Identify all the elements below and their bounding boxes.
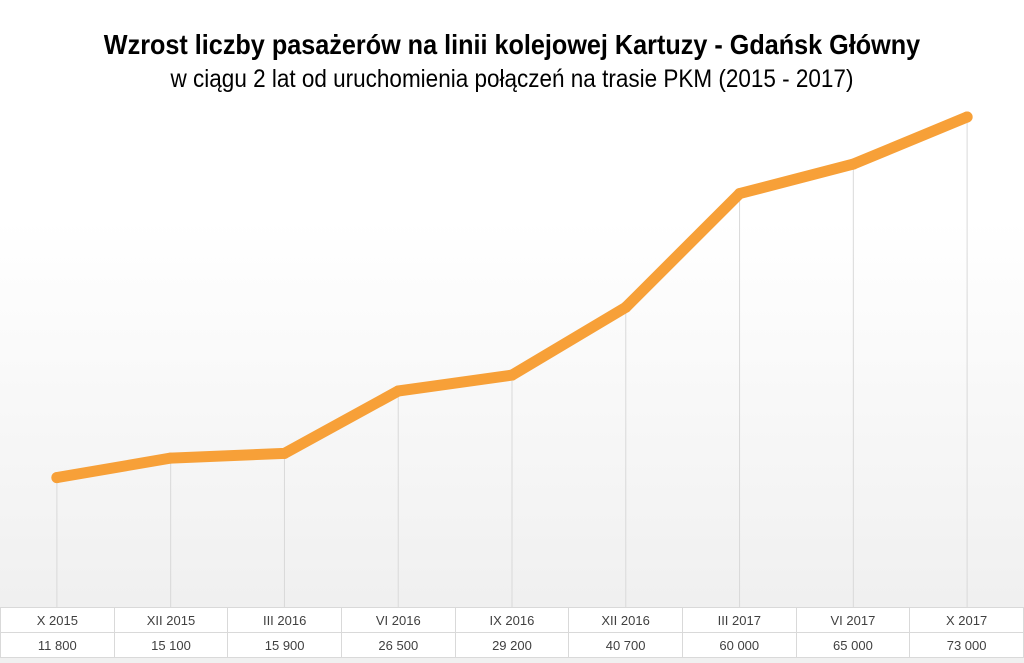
data-point-3 [278, 447, 290, 459]
value-label: 15 100 [113, 632, 229, 658]
data-point-2 [165, 452, 177, 464]
value-label: 26 500 [340, 632, 456, 658]
data-point-4 [392, 385, 404, 397]
data-point-1 [51, 472, 63, 484]
series-layer [51, 111, 973, 484]
gridlines [56, 117, 968, 607]
data-point-8 [847, 158, 859, 170]
value-label: 60 000 [681, 632, 797, 658]
category-label: IX 2016 [454, 607, 570, 633]
value-label: 73 000 [909, 632, 1024, 658]
category-label: VI 2017 [795, 607, 911, 633]
chart-title-block: Wzrost liczby pasażerów na linii kolejow… [0, 28, 1024, 94]
data-point-6 [620, 301, 632, 313]
value-label: 40 700 [568, 632, 683, 658]
value-label: 29 200 [454, 632, 570, 658]
chart-subtitle: w ciągu 2 lat od uruchomienia połączeń n… [170, 65, 854, 93]
data-point-7 [734, 188, 746, 200]
category-row: X 2015 XII 2015 III 2016 VI 2016 IX 2016 XII … [0, 607, 1024, 633]
value-row: 11 800 15 100 15 900 26 500 29 200 40 700 60 0… [0, 632, 1024, 658]
value-label: 65 000 [795, 632, 911, 658]
category-label: III 2016 [227, 607, 342, 633]
category-label: XII 2015 [113, 607, 229, 633]
data-point-5 [506, 369, 518, 381]
category-label: X 2015 [0, 607, 115, 633]
category-label: VI 2016 [340, 607, 456, 633]
category-label: XII 2016 [568, 607, 683, 633]
value-label: 11 800 [0, 632, 115, 658]
data-point-9 [961, 111, 973, 123]
category-label: X 2017 [909, 607, 1024, 633]
line-chart [51, 111, 973, 607]
category-label: III 2017 [681, 607, 797, 633]
data-table: X 2015 XII 2015 III 2016 VI 2016 IX 2016 XII … [0, 607, 1024, 658]
chart-title: Wzrost liczby pasażerów na linii kolejow… [103, 29, 921, 60]
value-label: 15 900 [227, 632, 342, 658]
